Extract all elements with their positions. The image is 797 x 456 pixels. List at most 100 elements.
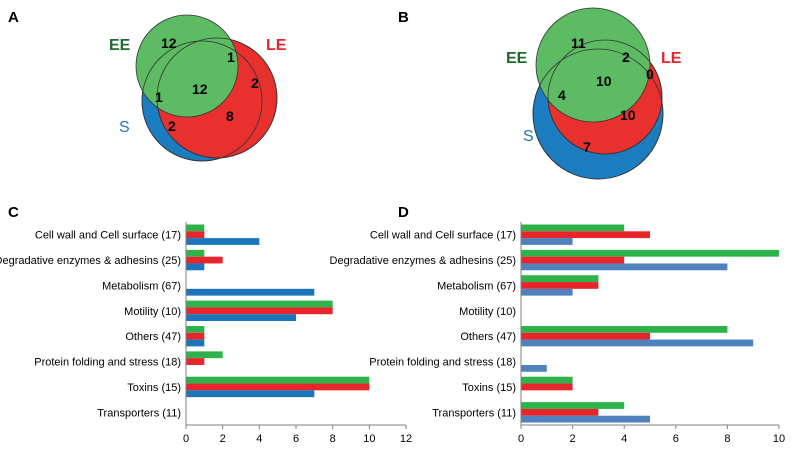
chart-d-bar-s xyxy=(521,288,573,296)
chart-d-category-label: Metabolism (67) xyxy=(437,280,516,292)
panel-label-d: D xyxy=(398,204,409,221)
chart-d-category-label: Transporters (11) xyxy=(432,407,516,419)
chart-c-bar-s xyxy=(186,288,315,296)
chart-c-bar-le xyxy=(186,256,223,264)
chart-d-bar-le xyxy=(521,332,650,340)
chart-d-tick-label: 10 xyxy=(773,433,785,445)
venn-b-ee-label: EE xyxy=(506,50,528,67)
venn-b-le-outline xyxy=(547,39,663,155)
chart-d-bar-le xyxy=(521,256,625,264)
chart-c-bar-s xyxy=(186,390,315,398)
bar-chart-c-bars xyxy=(186,224,370,398)
venn-b-le-only: 0 xyxy=(646,66,654,82)
chart-c-category-label: Degradative enzymes & adhesins (25) xyxy=(0,255,181,267)
chart-d-tick-label: 8 xyxy=(724,433,730,445)
chart-c-category-label: Cell wall and Cell surface (17) xyxy=(35,230,181,242)
chart-c-bar-le xyxy=(186,383,370,391)
venn-a-le-only: 2 xyxy=(251,75,259,91)
chart-c-category-label: Metabolism (67) xyxy=(102,280,181,292)
chart-d-bar-s xyxy=(521,339,754,347)
chart-d-bar-ee xyxy=(521,325,728,333)
chart-d-bar-le xyxy=(521,282,599,289)
venn-a-ee-only: 12 xyxy=(161,35,177,51)
bar-chart-d: Cell wall and Cell surface (17) Degradati… xyxy=(330,222,785,445)
chart-c-bar-ee xyxy=(186,325,205,333)
chart-c-bar-ee xyxy=(186,249,205,257)
chart-d-bar-le xyxy=(521,383,573,391)
venn-a-s-label: S xyxy=(119,119,130,136)
chart-c-bar-le xyxy=(186,358,205,365)
venn-b-ee-s: 4 xyxy=(558,87,566,103)
venn-a-ee-le: 1 xyxy=(227,49,235,65)
chart-d-bar-ee xyxy=(521,402,625,409)
venn-a-le-label: LE xyxy=(266,37,287,54)
bar-chart-c-category-labels: Cell wall and Cell surface (17) Degradati… xyxy=(0,230,181,420)
venn-a-s-outline xyxy=(141,40,263,162)
chart-c-tick-label: 12 xyxy=(400,433,412,445)
bar-chart-d-ticks: 0 2 4 6 8 10 xyxy=(518,425,785,445)
chart-d-tick-label: 6 xyxy=(673,433,679,445)
venn-a-le-s: 8 xyxy=(226,108,234,124)
venn-a-ee-s: 1 xyxy=(155,89,163,105)
venn-a-ee-circle xyxy=(135,14,239,118)
chart-d-category-label: Toxins (15) xyxy=(462,382,516,394)
chart-d-bar-s xyxy=(521,238,573,245)
venn-b-ee-only: 11 xyxy=(571,35,586,51)
chart-c-tick-label: 8 xyxy=(330,433,336,445)
bar-chart-d-bars xyxy=(521,224,779,423)
venn-a: EE LE S 12 1 2 12 1 8 2 xyxy=(109,14,287,162)
venn-b-s-label: S xyxy=(523,128,534,145)
chart-d-category-label: Cell wall and Cell surface (17) xyxy=(370,230,516,242)
chart-d-bar-s xyxy=(521,415,650,423)
chart-d-tick-label: 0 xyxy=(518,433,524,445)
chart-c-bar-s xyxy=(186,314,296,322)
chart-c-category-label: Others (47) xyxy=(125,331,181,343)
chart-c-bar-le xyxy=(186,332,205,340)
venn-b-ee-le-s: 10 xyxy=(596,73,612,89)
chart-d-bar-ee xyxy=(521,275,599,283)
chart-d-category-label: Protein folding and stress (18) xyxy=(369,357,516,369)
chart-c-bar-le xyxy=(186,231,205,239)
venn-b-ee-le: 2 xyxy=(622,49,630,65)
venn-a-ee-label: EE xyxy=(109,37,131,54)
panel-label-c: C xyxy=(8,204,19,221)
chart-d-bar-le xyxy=(521,408,599,416)
chart-c-tick-label: 4 xyxy=(256,433,262,445)
venn-b-s-only: 7 xyxy=(583,139,591,155)
venn-b-ee-circle xyxy=(535,7,651,123)
chart-d-bar-le xyxy=(521,231,650,239)
panel-label-a: A xyxy=(8,9,19,26)
chart-c-bar-ee xyxy=(186,351,223,359)
chart-c-bar-ee xyxy=(186,224,205,232)
chart-c-category-label: Toxins (15) xyxy=(127,382,181,394)
venn-a-le-outline xyxy=(156,37,278,159)
bar-chart-d-category-labels: Cell wall and Cell surface (17) Degradati… xyxy=(330,230,516,420)
chart-c-bar-ee xyxy=(186,376,370,384)
venn-b: EE LE S 11 2 0 10 4 10 7 xyxy=(506,7,682,180)
panel-label-b: B xyxy=(398,9,409,26)
chart-c-category-label: Protein folding and stress (18) xyxy=(34,357,181,369)
chart-d-category-label: Motility (10) xyxy=(459,306,516,318)
venn-b-le-label: LE xyxy=(661,50,682,67)
chart-c-bar-s xyxy=(186,339,205,347)
bar-chart-c-ticks: 0 2 4 6 8 10 12 xyxy=(183,425,412,445)
venn-b-le-s: 10 xyxy=(620,107,636,123)
chart-d-category-label: Degradative enzymes & adhesins (25) xyxy=(330,255,516,267)
chart-d-tick-label: 4 xyxy=(621,433,627,445)
venn-b-s-outline xyxy=(532,48,664,180)
chart-d-bar-s xyxy=(521,263,728,271)
chart-d-bar-s xyxy=(521,364,547,372)
chart-d-category-label: Others (47) xyxy=(460,331,516,343)
chart-d-bar-ee xyxy=(521,249,779,257)
chart-c-tick-label: 0 xyxy=(183,433,189,445)
venn-a-s-only: 2 xyxy=(168,118,176,134)
chart-c-tick-label: 6 xyxy=(293,433,299,445)
chart-c-bar-ee xyxy=(186,300,333,308)
chart-c-bar-le xyxy=(186,307,333,315)
bar-chart-c: Cell wall and Cell surface (17) Degradati… xyxy=(0,222,412,445)
chart-d-bar-ee xyxy=(521,224,625,232)
chart-d-bar-ee xyxy=(521,376,573,384)
venn-a-ee-le-s: 12 xyxy=(192,81,208,97)
chart-c-bar-s xyxy=(186,263,205,271)
